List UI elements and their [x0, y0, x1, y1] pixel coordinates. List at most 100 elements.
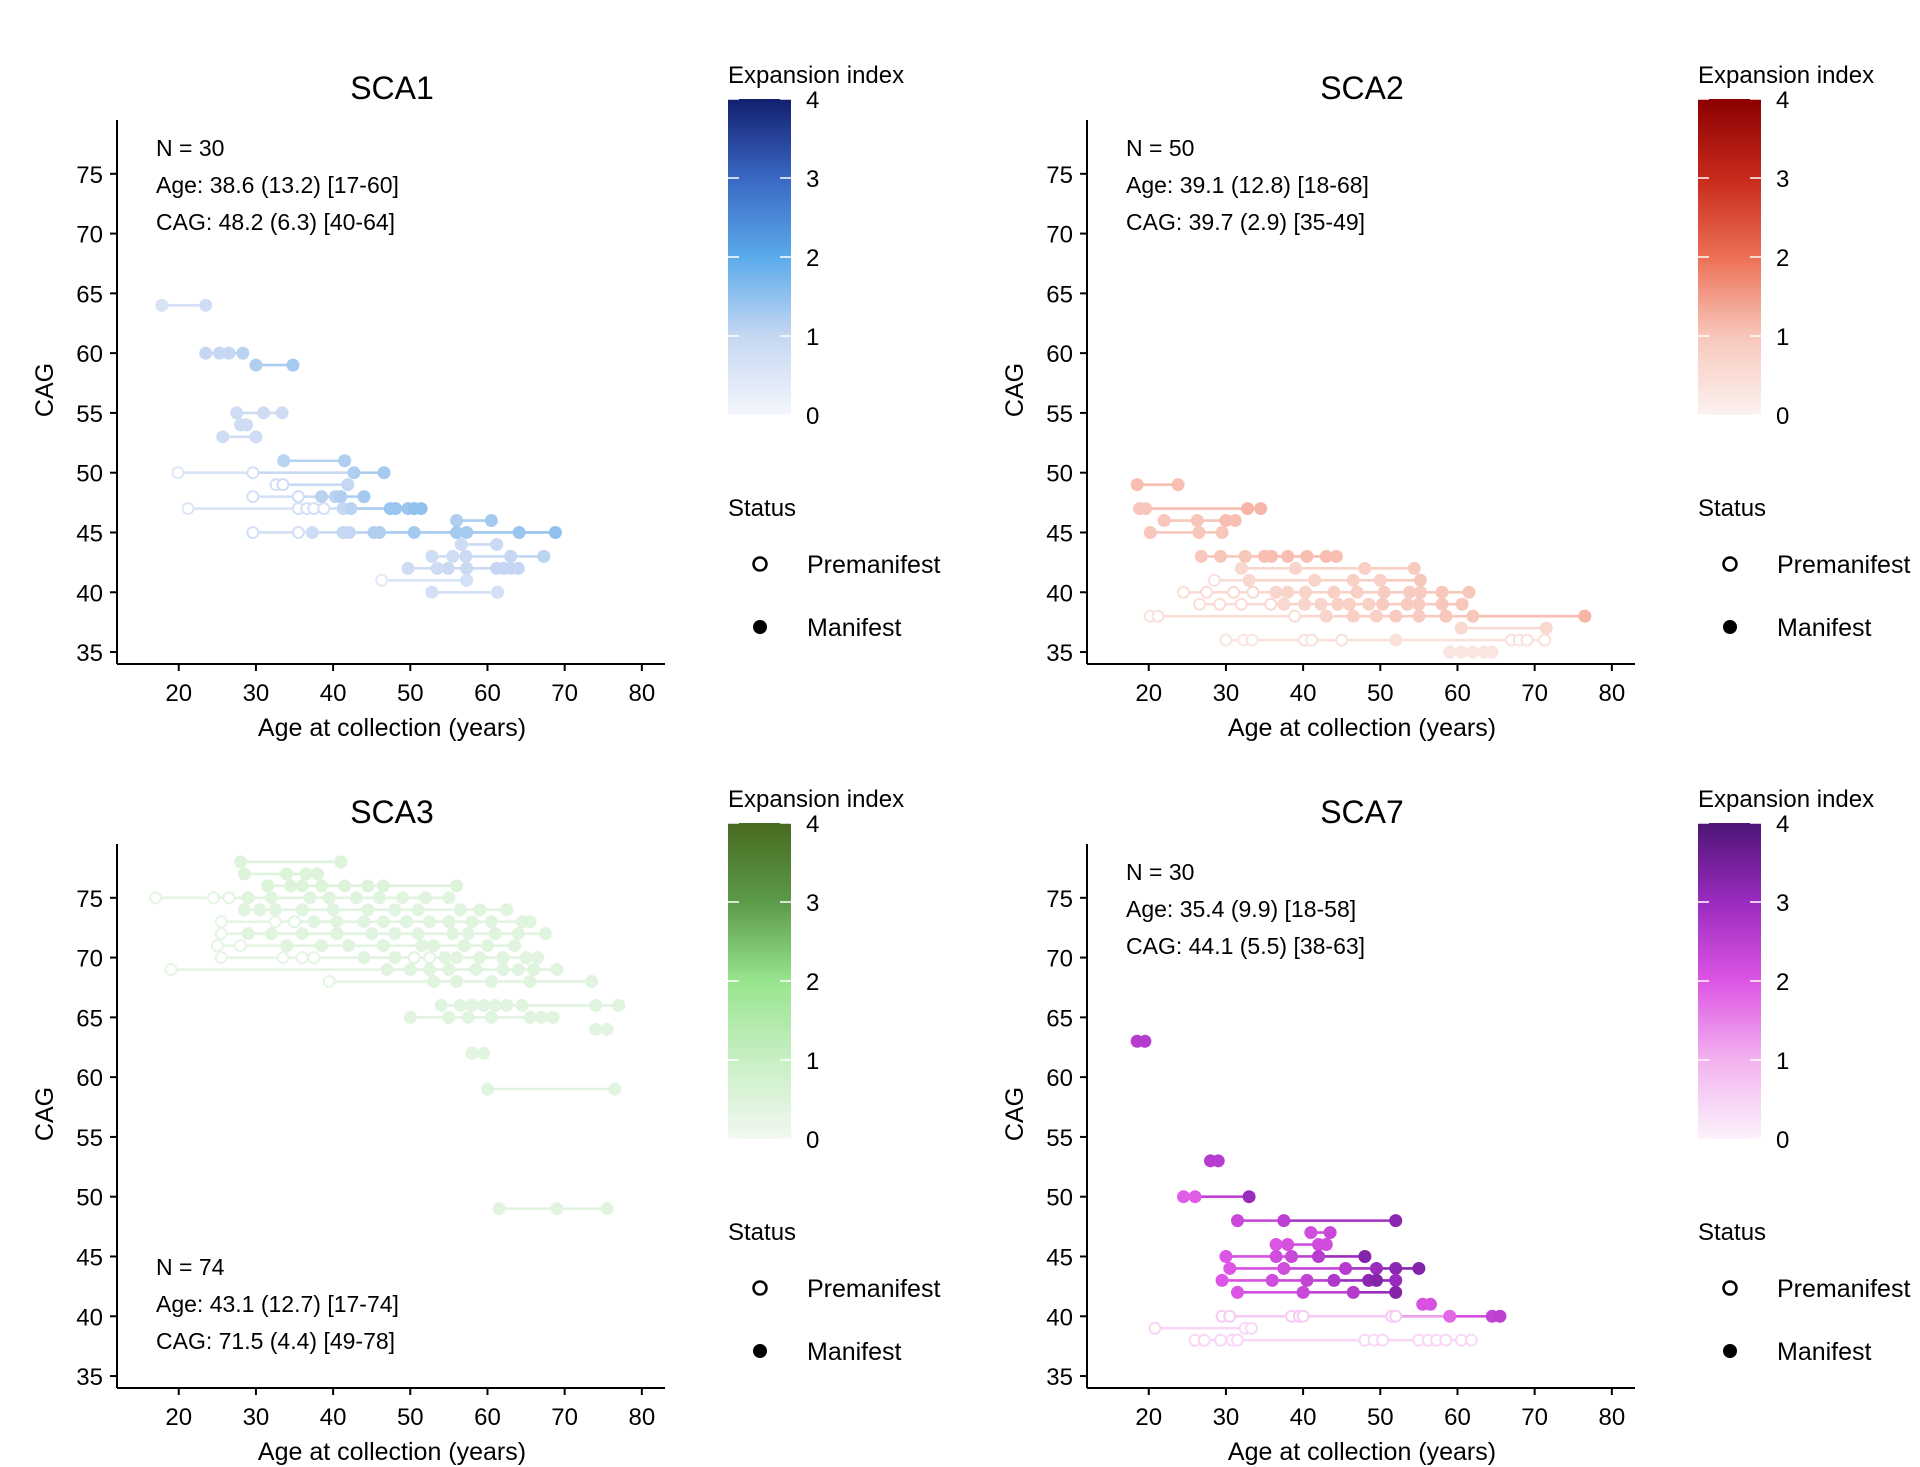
manifest-point	[1298, 597, 1312, 611]
manifest-point	[330, 915, 344, 929]
individual-37	[1454, 621, 1553, 635]
colorbar-tick-label: 3	[1776, 166, 1789, 193]
stat-cag: CAG: 39.7 (2.9) [35-49]	[1126, 209, 1365, 235]
manifest-point	[1231, 1214, 1245, 1228]
status-legend-title: Status	[1698, 495, 1766, 522]
individual-75	[149, 891, 456, 905]
manifest-point	[1412, 597, 1426, 611]
manifest-point	[1435, 597, 1449, 611]
individual-42	[1234, 561, 1421, 575]
manifest-point	[511, 963, 525, 977]
y-tick-label: 55	[76, 1125, 103, 1152]
manifest-point	[237, 903, 251, 917]
x-axis: 20 30 40 50 60 70 80	[117, 1387, 665, 1431]
manifest-point	[511, 927, 525, 941]
premanifest-point	[164, 963, 178, 977]
manifest-point	[488, 927, 502, 941]
manifest-point	[480, 1082, 494, 1096]
manifest-point	[1300, 1273, 1314, 1287]
manifest-point	[1466, 609, 1480, 623]
summary-stats: N = 50 Age: 39.1 (12.8) [18-68] CAG: 39.…	[1126, 135, 1369, 235]
premanifest-point	[1288, 609, 1302, 623]
y-tick-label: 75	[76, 162, 103, 189]
manifest-point	[1319, 1238, 1333, 1252]
manifest-point	[1331, 597, 1345, 611]
manifest-point	[1412, 609, 1426, 623]
manifest-point	[1308, 573, 1322, 587]
y-tick-label: 55	[1046, 1125, 1073, 1152]
manifest-point	[1298, 585, 1312, 599]
manifest-point	[537, 549, 551, 563]
manifest-point	[1319, 549, 1333, 563]
premanifest-point	[1214, 1333, 1228, 1347]
manifest-point	[1288, 561, 1302, 575]
manifest-point	[1211, 1154, 1225, 1168]
y-tick-label: 70	[1046, 946, 1073, 973]
premanifest-point	[222, 891, 236, 905]
colorbar-tick-label: 3	[1776, 890, 1789, 917]
manifest-point	[365, 927, 379, 941]
x-tick-label: 30	[1213, 680, 1240, 707]
manifest-point	[461, 1010, 475, 1024]
stat-cag: CAG: 44.1 (5.5) [38-63]	[1126, 933, 1365, 959]
manifest-point	[299, 867, 313, 881]
colorbar-tick-label: 4	[806, 87, 819, 114]
individual-46	[450, 514, 498, 528]
x-tick-label: 20	[165, 680, 192, 707]
y-axis-label: CAG	[31, 363, 59, 417]
manifest-point	[612, 998, 626, 1012]
colorbar-title: Expansion index	[1698, 62, 1874, 89]
x-tick-label: 20	[1135, 680, 1162, 707]
individual-53	[216, 430, 263, 444]
manifest-point	[357, 915, 371, 929]
status-legend: Status Premanifest Manifest	[728, 1219, 940, 1366]
y-tick-label: 75	[1046, 162, 1073, 189]
manifest-point	[442, 963, 456, 977]
manifest-point	[535, 1010, 549, 1024]
manifest-point	[1264, 549, 1278, 563]
manifest-point	[389, 502, 403, 516]
premanifest-marker	[752, 1280, 768, 1296]
premanifest-marker	[1722, 1280, 1738, 1296]
manifest-marker	[753, 1344, 767, 1358]
manifest-point	[1389, 1214, 1403, 1228]
individual-53	[1203, 1154, 1225, 1168]
chart-title: SCA7	[1320, 794, 1404, 830]
premanifest-point	[1245, 633, 1259, 647]
manifest-point	[334, 490, 348, 504]
manifest-point	[454, 537, 468, 551]
manifest-point	[1281, 1238, 1295, 1252]
y-tick-label: 75	[1046, 886, 1073, 913]
manifest-point	[199, 346, 213, 360]
premanifest-point	[423, 951, 437, 965]
individual-47	[1132, 502, 1268, 516]
manifest-point	[423, 963, 437, 977]
manifest-point	[453, 903, 467, 917]
summary-stats: N = 30 Age: 35.4 (9.9) [18-58] CAG: 44.1…	[1126, 859, 1365, 959]
manifest-point	[1219, 514, 1233, 528]
x-axis: 20 30 40 50 60 70 80	[1087, 1387, 1635, 1431]
premanifest-point	[1148, 1321, 1162, 1335]
manifest-point	[450, 514, 464, 528]
individual-60	[199, 346, 250, 360]
y-tick-label: 70	[76, 222, 103, 249]
individual-41	[375, 573, 474, 587]
manifest-point	[1188, 1190, 1202, 1204]
premanifest-label: Premanifest	[1777, 1275, 1910, 1303]
x-axis: 20 30 40 50 60 70 80	[117, 663, 665, 707]
manifest-point	[1369, 1273, 1383, 1287]
y-axis: 35 40 45 50 55 60 65 70 75	[1046, 844, 1088, 1391]
manifest-point	[280, 939, 294, 953]
manifest-point	[1327, 585, 1341, 599]
individual-49	[269, 478, 355, 492]
manifest-point	[459, 549, 473, 563]
individual-45	[1219, 1249, 1372, 1263]
colorbar-tick-label: 0	[1776, 403, 1789, 430]
manifest-point	[1389, 633, 1403, 647]
manifest-marker	[1723, 620, 1737, 634]
y-tick-label: 55	[76, 401, 103, 428]
premanifest-label: Premanifest	[1777, 551, 1910, 579]
colorbar-tick-label: 1	[1776, 1048, 1789, 1075]
